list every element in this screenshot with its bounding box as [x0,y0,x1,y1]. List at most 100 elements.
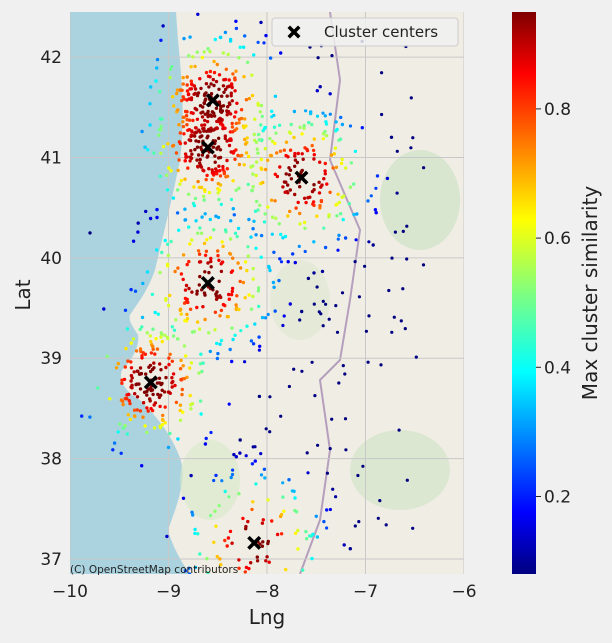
data-point [178,418,183,422]
data-point [219,269,224,274]
data-point [317,180,321,184]
data-point [380,112,384,117]
data-point [306,196,310,200]
data-point [222,90,226,95]
data-point [259,578,262,581]
data-point [294,510,299,514]
data-point [144,209,148,214]
data-point [238,266,243,270]
data-point [310,360,314,364]
data-point [249,307,254,311]
data-point [221,164,225,169]
data-point [155,215,159,220]
data-point [348,547,352,551]
data-point [159,335,163,339]
data-point [266,312,270,317]
data-point [275,151,279,155]
data-point [171,143,176,148]
data-point [157,376,162,380]
data-point [414,355,418,359]
data-point [401,287,405,291]
data-point [174,400,179,405]
data-point [256,208,260,212]
data-point [178,367,183,371]
data-point [230,359,234,364]
data-point [327,213,331,217]
data-point [199,352,203,356]
data-point [193,87,198,91]
data-point [293,154,297,158]
data-point [196,249,201,253]
data-point [270,109,274,114]
data-point [250,73,254,77]
data-point [337,381,341,385]
data-point [134,382,138,387]
data-point [129,287,133,292]
x-tick-label: −8 [254,582,279,602]
data-point [353,149,357,153]
data-point [325,526,329,530]
data-point [196,165,200,169]
data-point [203,442,208,446]
data-point [177,123,181,127]
data-point [213,310,218,314]
data-point [375,174,380,178]
data-point [203,253,208,257]
data-point [230,289,234,294]
data-point [312,137,316,141]
data-point [371,243,375,247]
data-point [116,430,120,434]
data-point [409,96,413,100]
data-point [226,52,230,57]
data-point [209,579,212,582]
data-point [156,392,160,397]
data-point [304,109,308,113]
data-point [342,543,346,547]
data-point [247,96,251,101]
data-point [149,85,153,89]
data-point [376,516,380,520]
data-point [204,91,208,95]
data-point [296,547,300,551]
data-point [197,139,201,144]
data-point [236,153,240,158]
data-point [209,265,213,269]
data-point [344,166,348,170]
data-point [151,347,155,351]
data-point [279,414,283,418]
data-point [337,233,341,237]
data-point [195,320,200,324]
data-point [192,134,197,138]
data-point [200,55,205,60]
data-point [164,365,168,370]
data-point [240,153,244,158]
data-point [268,56,273,60]
data-point [142,390,147,394]
data-point [252,219,256,223]
data-point [260,521,265,525]
data-point [172,328,177,332]
data-point [205,173,209,178]
data-point [231,337,235,342]
data-point [275,174,280,179]
data-point [259,452,263,456]
data-point [148,123,152,127]
data-point [273,199,277,203]
data-point [145,393,149,397]
data-point [163,333,167,337]
data-point [183,207,187,211]
data-point [208,349,212,354]
data-point [321,111,325,115]
data-point [319,312,323,316]
data-point [195,158,199,162]
data-point [156,312,160,316]
data-point [202,198,206,202]
data-point [194,130,199,134]
data-point [203,118,207,123]
data-point [234,455,238,459]
data-point [128,417,133,422]
data-point [188,35,192,39]
data-point [380,71,384,75]
data-point [244,98,249,102]
data-point [169,239,173,244]
